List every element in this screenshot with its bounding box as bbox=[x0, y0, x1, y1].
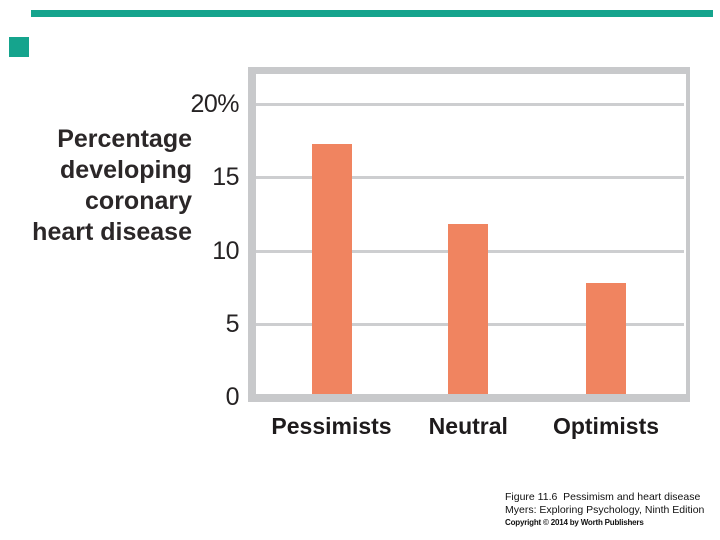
bar-pessimists bbox=[311, 143, 352, 394]
x-axis-line bbox=[248, 394, 690, 402]
y-axis-title-line: heart disease bbox=[32, 218, 192, 246]
x-category-label: Neutral bbox=[428, 413, 508, 439]
x-category-label: Optimists bbox=[552, 413, 660, 439]
plot-frame-right bbox=[686, 67, 690, 402]
accent-left-square bbox=[9, 37, 29, 57]
y-axis-title: Percentage developing coronary heart diseas… bbox=[10, 124, 192, 248]
plot-frame-top bbox=[248, 67, 690, 74]
y-tick-label: 10 bbox=[212, 236, 239, 265]
y-tick-label: 15 bbox=[212, 163, 239, 192]
plot-frame-left bbox=[248, 67, 256, 402]
y-axis-title-line: developing bbox=[60, 156, 192, 184]
bar-optimists bbox=[586, 282, 626, 394]
gridline-20 bbox=[256, 103, 684, 106]
y-tick-label: 20% bbox=[190, 90, 239, 118]
gridline-15 bbox=[256, 176, 684, 180]
caption-line-2: Myers: Exploring Psychology, Ninth Editi… bbox=[505, 504, 705, 516]
bar-neutral bbox=[448, 224, 489, 394]
y-tick-label: 0 bbox=[225, 383, 240, 411]
accent-top-bar bbox=[31, 10, 713, 17]
y-axis-title-line: coronary bbox=[85, 187, 192, 215]
y-tick-label: 5 bbox=[225, 309, 240, 338]
caption-line-3: Copyright © 2014 by Worth Publishers bbox=[505, 518, 644, 527]
caption-line-1: Figure 11.6 Pessimism and heart disease bbox=[505, 491, 701, 503]
y-axis-title-line: Percentage bbox=[57, 125, 192, 153]
x-category-label: Pessimists bbox=[271, 413, 392, 439]
figure-caption: Figure 11.6 Pessimism and heart disease M… bbox=[505, 491, 704, 528]
